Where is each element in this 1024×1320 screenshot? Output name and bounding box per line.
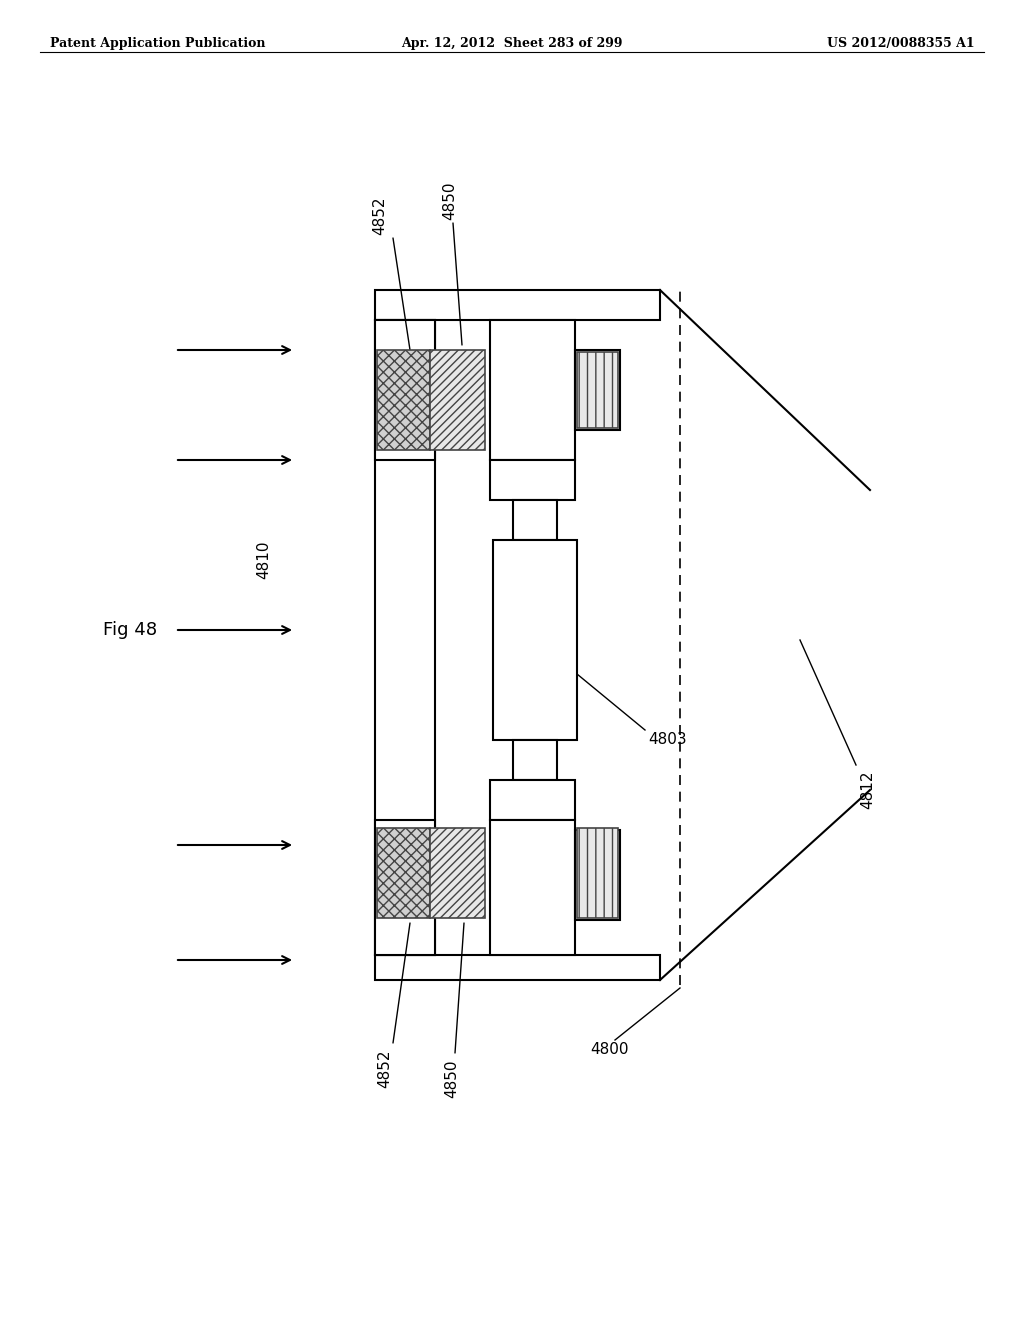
Bar bbox=[513, 500, 557, 540]
Bar bbox=[577, 828, 618, 917]
Bar bbox=[430, 350, 485, 450]
Bar bbox=[490, 319, 575, 459]
Text: 4812: 4812 bbox=[860, 771, 874, 809]
Text: Patent Application Publication: Patent Application Publication bbox=[50, 37, 265, 50]
Text: 4810: 4810 bbox=[256, 541, 271, 579]
Text: US 2012/0088355 A1: US 2012/0088355 A1 bbox=[827, 37, 975, 50]
Bar bbox=[490, 780, 575, 820]
Text: Apr. 12, 2012  Sheet 283 of 299: Apr. 12, 2012 Sheet 283 of 299 bbox=[401, 37, 623, 50]
Text: 4852: 4852 bbox=[378, 1049, 392, 1089]
Bar bbox=[575, 830, 620, 920]
Bar bbox=[377, 828, 430, 917]
Text: Fig 48: Fig 48 bbox=[103, 620, 157, 639]
Bar bbox=[493, 540, 577, 741]
Bar bbox=[377, 350, 430, 450]
Bar bbox=[575, 350, 620, 430]
Text: 4850: 4850 bbox=[444, 1060, 460, 1098]
Bar bbox=[430, 828, 485, 917]
Text: 4800: 4800 bbox=[590, 1041, 629, 1057]
Bar bbox=[490, 459, 575, 500]
Bar bbox=[375, 820, 435, 954]
Bar bbox=[577, 352, 618, 428]
Text: 4852: 4852 bbox=[373, 197, 387, 235]
Bar bbox=[375, 290, 660, 319]
Bar bbox=[375, 319, 435, 459]
Text: 4803: 4803 bbox=[648, 733, 687, 747]
Bar bbox=[375, 319, 435, 954]
Text: 4850: 4850 bbox=[442, 181, 458, 220]
Bar bbox=[490, 820, 575, 954]
Bar bbox=[375, 954, 660, 979]
Bar bbox=[513, 741, 557, 780]
